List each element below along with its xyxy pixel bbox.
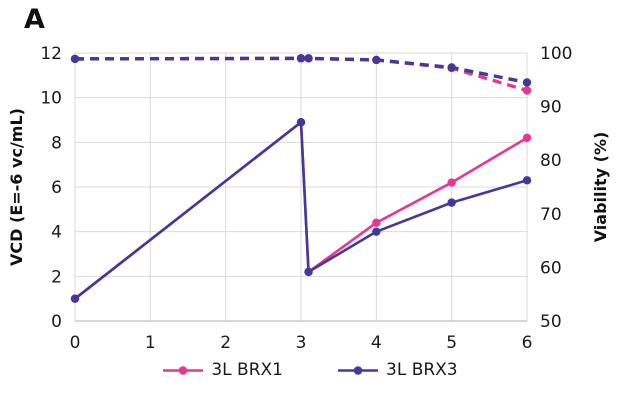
data-point-3l-brx1-viability xyxy=(522,86,532,95)
x-tick-label: 0 xyxy=(70,333,81,353)
legend-swatch-3l-brx1 xyxy=(163,365,204,375)
data-point-3l-brx1-vcd xyxy=(372,218,381,227)
left-tick-label: 12 xyxy=(40,44,62,64)
data-point-3l-brx3-vcd xyxy=(70,294,80,303)
data-point-3l-brx3-viability xyxy=(304,54,313,63)
data-point-3l-brx3-vcd xyxy=(372,227,381,236)
legend-swatch-3l-brx3 xyxy=(338,365,378,375)
panel-label: A xyxy=(24,4,45,35)
left-tick-label: 2 xyxy=(51,267,62,287)
legend-item-3l-brx1: 3L BRX1 xyxy=(162,360,283,380)
x-tick-label: 5 xyxy=(446,333,457,353)
right-tick-label: 100 xyxy=(540,44,572,64)
left-tick-label: 4 xyxy=(51,223,62,243)
left-tick-label: 6 xyxy=(51,178,62,198)
right-tick-label: 60 xyxy=(540,258,562,278)
data-point-3l-brx1-vcd xyxy=(447,178,456,187)
data-point-3l-brx1-vcd xyxy=(522,133,532,143)
right-tick-label: 70 xyxy=(540,205,562,225)
right-axis-title: Viability (%) xyxy=(591,131,610,243)
left-tick-label: 8 xyxy=(51,133,62,153)
data-point-3l-brx3-viability xyxy=(296,54,306,63)
series-line-3l-brx3-vcd xyxy=(74,120,528,300)
left-tick-label: 10 xyxy=(40,89,62,109)
legend-label-3l-brx3: 3L BRX3 xyxy=(386,360,458,380)
legend-item-3l-brx3: 3L BRX3 xyxy=(337,360,458,380)
data-point-3l-brx3-vcd xyxy=(296,118,306,127)
right-tick-label: 90 xyxy=(540,98,562,118)
right-tick-label: 50 xyxy=(540,312,562,332)
legend: 3L BRX1 3L BRX3 xyxy=(0,360,620,380)
data-point-3l-brx3-vcd xyxy=(304,267,313,277)
x-tick-label: 1 xyxy=(145,333,156,353)
data-point-3l-brx3-viability xyxy=(447,63,456,72)
data-point-3l-brx3-vcd xyxy=(447,198,456,207)
x-tick-label: 3 xyxy=(296,333,307,353)
left-tick-label: 0 xyxy=(51,312,62,332)
x-tick-label: 2 xyxy=(220,333,231,353)
x-tick-label: 6 xyxy=(522,333,533,353)
legend-label-3l-brx1: 3L BRX1 xyxy=(211,360,283,380)
left-axis-title: VCD (E=-6 vc/mL) xyxy=(7,108,26,266)
data-point-3l-brx3-viability xyxy=(372,55,381,65)
series-line-3l-brx3-viability xyxy=(74,56,528,85)
data-point-3l-brx3-viability xyxy=(522,78,532,87)
x-tick-label: 4 xyxy=(371,333,382,353)
data-point-3l-brx3-vcd xyxy=(522,176,532,185)
right-tick-label: 80 xyxy=(540,151,562,171)
data-point-3l-brx3-viability xyxy=(70,54,80,64)
